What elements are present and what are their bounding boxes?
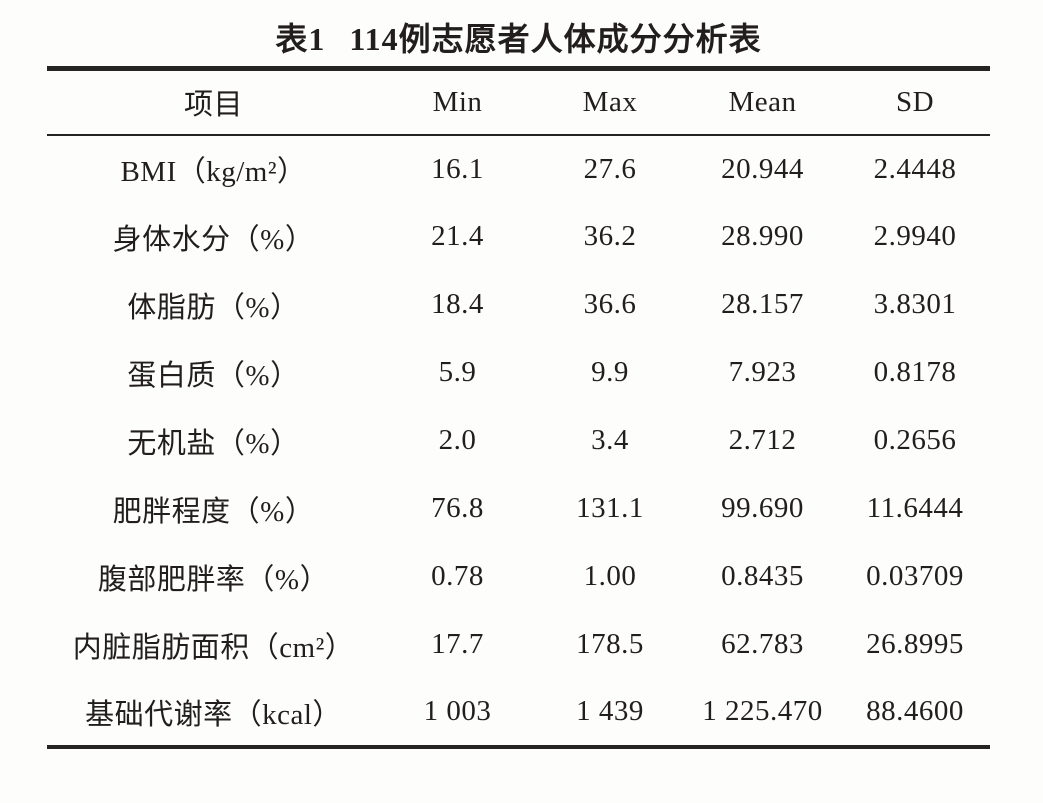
table-cell: 18.4: [431, 288, 484, 320]
table-cell: 0.03709: [866, 560, 964, 592]
table-cell: 28.157: [721, 288, 804, 320]
table-cell: 17.7: [431, 628, 484, 660]
row-label: 腹部肥胖率（%）: [97, 563, 330, 596]
table-cell: 5.9: [438, 356, 477, 388]
table-cell: 26.8995: [866, 628, 964, 660]
table-row-abdominal-obesity: 腹部肥胖率（%） 0.78 1.00 0.8435 0.03709: [47, 543, 990, 611]
table-cell: 27.6: [583, 152, 637, 185]
table-cell: 178.5: [576, 628, 644, 660]
row-label: 肥胖程度（%）: [112, 495, 315, 528]
table-cell: 2.4448: [873, 152, 957, 185]
table-row-minerals: 无机盐（%） 2.0 3.4 2.712 0.2656: [47, 407, 990, 475]
table-title-text: 114例志愿者人体成分分析表: [349, 21, 762, 57]
table-cell: 1 439: [576, 695, 644, 727]
row-label: 无机盐（%）: [127, 427, 300, 460]
table-cell: 0.2656: [873, 424, 957, 456]
table-cell: 3.4: [591, 424, 629, 456]
table-cell: 0.78: [431, 560, 484, 592]
row-label: 身体水分（%）: [112, 223, 315, 256]
table-row-protein: 蛋白质（%） 5.9 9.9 7.923 0.8178: [47, 339, 990, 407]
table-body: BMI（kg/m²） 16.1 27.6 20.944 2.4448 身体水分（…: [47, 135, 990, 747]
table-cell: 7.923: [728, 356, 797, 388]
body-composition-table: 项目 Min Max Mean SD BMI（kg/m²） 16.1 27.6 …: [47, 66, 990, 749]
table-cell: 36.2: [583, 220, 637, 252]
table-cell: 62.783: [721, 628, 804, 660]
row-label: 蛋白质（%）: [127, 359, 300, 392]
table-cell: 16.1: [431, 152, 484, 185]
table-cell: 76.8: [431, 492, 484, 524]
column-header-mean: Mean: [685, 68, 840, 136]
table-row-body-fat: 体脂肪（%） 18.4 36.6 28.157 3.8301: [47, 271, 990, 339]
table-cell: 1 225.470: [702, 695, 823, 727]
table-cell: 28.990: [721, 220, 804, 252]
table-row-obesity-degree: 肥胖程度（%） 76.8 131.1 99.690 11.6444: [47, 475, 990, 543]
column-header-item: 项目: [47, 68, 380, 136]
table-cell: 21.4: [431, 220, 484, 252]
table-cell: 0.8178: [873, 356, 957, 388]
table-cell: 1.00: [583, 560, 637, 592]
table-row-bmi: BMI（kg/m²） 16.1 27.6 20.944 2.4448: [47, 135, 990, 203]
row-label: 体脂肪（%）: [127, 291, 300, 324]
table-cell: 1 003: [423, 695, 492, 727]
table-cell: 2.712: [728, 424, 797, 456]
table-number: 表1: [275, 21, 326, 57]
row-label: 基础代谢率（kcal）: [85, 698, 342, 731]
column-header-min: Min: [380, 68, 535, 136]
table-cell: 131.1: [576, 492, 644, 524]
table-cell: 36.6: [583, 288, 637, 320]
table-cell: 3.8301: [873, 288, 957, 320]
table-cell: 11.6444: [866, 492, 964, 524]
table-row-basal-metabolic-rate: 基础代谢率（kcal） 1 003 1 439 1 225.470 88.460…: [47, 679, 990, 747]
row-label: BMI（kg/m²）: [120, 156, 307, 188]
table-cell: 88.4600: [866, 695, 964, 727]
table-title: 表1 114例志愿者人体成分分析表: [47, 14, 990, 60]
table-cell: 0.8435: [721, 560, 804, 592]
table-cell: 2.9940: [873, 220, 957, 252]
table-cell: 99.690: [721, 492, 804, 524]
row-label: 内脏脂肪面积（cm²）: [72, 631, 355, 664]
table-header: 项目 Min Max Mean SD: [47, 68, 990, 136]
table-row-body-water: 身体水分（%） 21.4 36.2 28.990 2.9940: [47, 203, 990, 271]
table-cell: 2.0: [438, 424, 477, 456]
table-row-visceral-fat-area: 内脏脂肪面积（cm²） 17.7 178.5 62.783 26.8995: [47, 611, 990, 679]
column-header-max: Max: [535, 68, 685, 136]
table-cell: 9.9: [591, 356, 629, 388]
column-header-sd: SD: [840, 68, 990, 136]
header-row: 项目 Min Max Mean SD: [47, 68, 990, 136]
table-cell: 20.944: [721, 152, 804, 185]
